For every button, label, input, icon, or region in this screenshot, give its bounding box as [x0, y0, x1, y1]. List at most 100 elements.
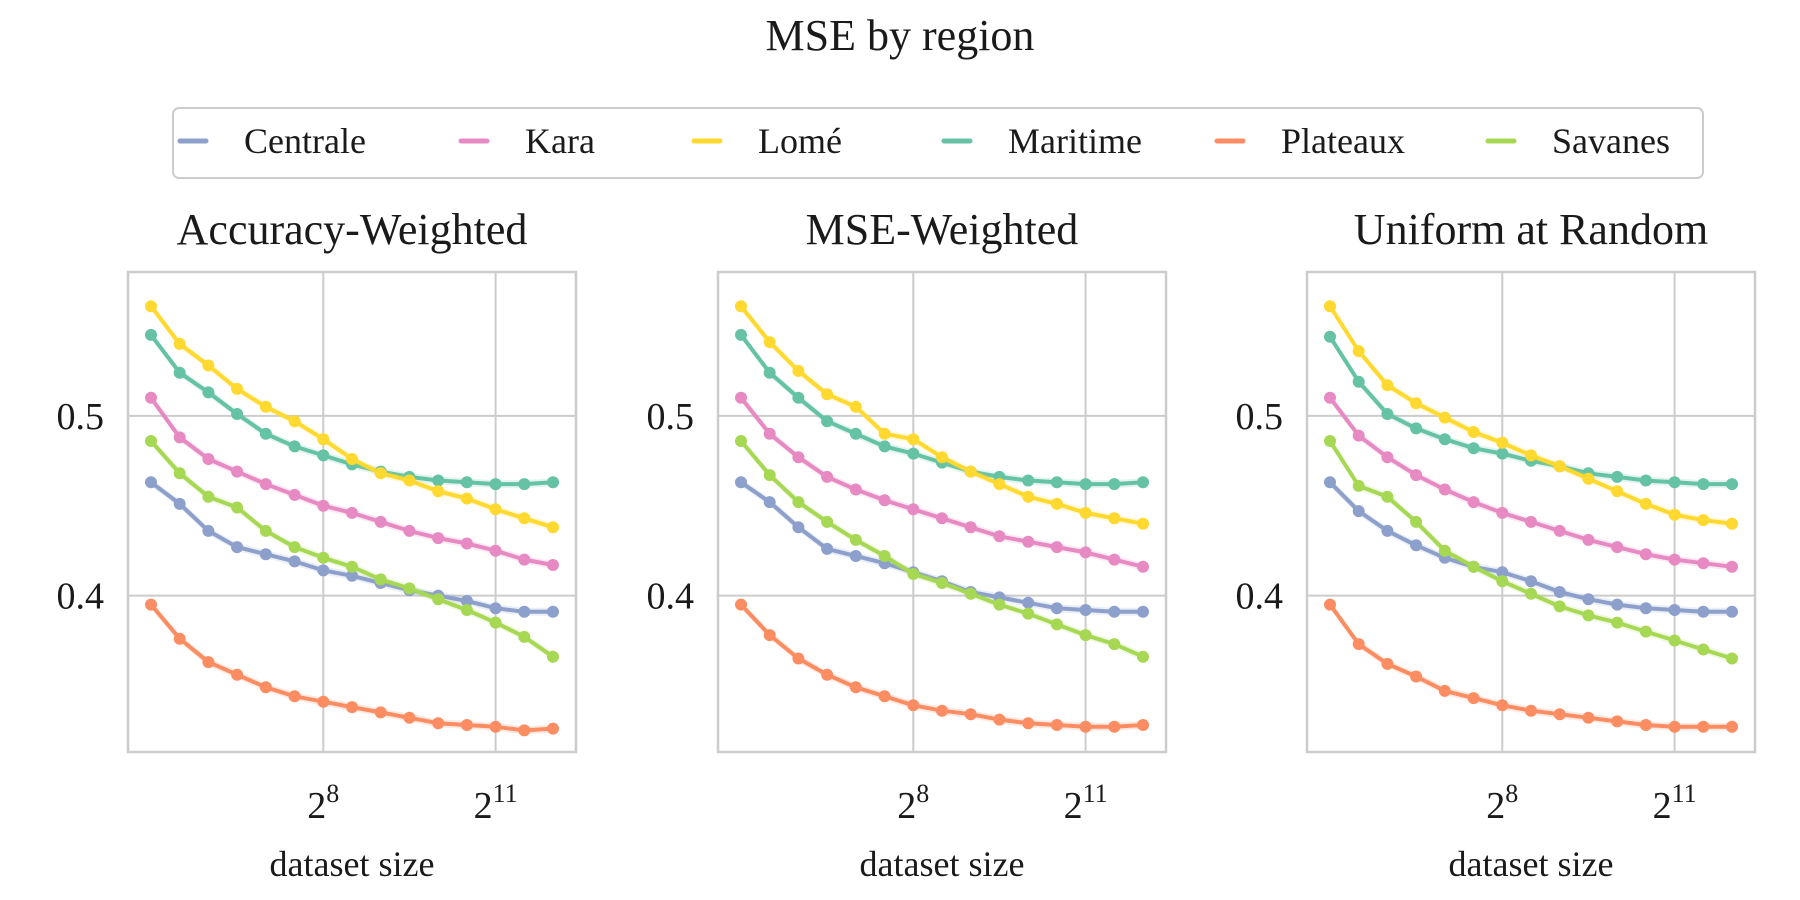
data-point	[1352, 479, 1365, 492]
data-point	[231, 408, 244, 420]
data-point	[231, 382, 244, 395]
data-point	[1611, 541, 1624, 554]
data-point	[1639, 719, 1652, 731]
data-point	[993, 598, 1006, 611]
data-point	[1726, 478, 1738, 491]
data-point	[1410, 422, 1423, 435]
data-point	[145, 435, 157, 447]
data-point	[317, 449, 330, 462]
data-point	[1525, 449, 1537, 462]
data-point	[1324, 330, 1336, 343]
data-point	[518, 478, 531, 491]
data-point	[1050, 541, 1063, 554]
data-point	[1050, 602, 1063, 615]
y-tick-label: 0.5	[57, 396, 105, 438]
series-plateaux	[145, 598, 559, 737]
data-point	[735, 328, 747, 341]
data-point	[1137, 605, 1149, 618]
data-point	[1438, 684, 1451, 697]
data-point	[1611, 470, 1624, 483]
data-point	[547, 559, 559, 571]
data-point	[202, 453, 215, 465]
data-point	[1582, 609, 1595, 622]
data-point	[317, 433, 330, 446]
data-point	[1352, 345, 1365, 358]
data-point	[374, 706, 387, 719]
series-kara	[145, 391, 559, 571]
data-point	[907, 568, 920, 580]
data-point	[1697, 643, 1710, 656]
data-point	[288, 541, 301, 554]
data-point	[792, 364, 805, 377]
data-point	[1324, 476, 1336, 489]
data-point	[907, 447, 920, 460]
data-point	[1496, 436, 1509, 449]
data-point	[1022, 490, 1035, 503]
data-point	[489, 478, 502, 491]
x-tick-label: 28	[897, 779, 929, 827]
panel-title: MSE-Weighted	[806, 205, 1079, 254]
confidence-band	[741, 393, 1143, 571]
panel-accuracy-weighted: Accuracy-Weighted 0.4 0.5 28 211 dataset size	[57, 205, 578, 884]
data-point	[1697, 514, 1710, 527]
data-point	[489, 720, 502, 733]
legend-item-lome: Lomé	[691, 121, 842, 161]
data-point	[1467, 692, 1480, 705]
legend-label: Kara	[525, 121, 595, 161]
series-maritime	[145, 328, 559, 491]
legend: Centrale Kara Lomé Maritime Plateaux Savanes	[172, 107, 1704, 179]
data-point	[1079, 506, 1092, 519]
data-point	[173, 632, 186, 645]
data-point	[1410, 515, 1423, 528]
data-point	[993, 713, 1006, 726]
y-tick-label: 0.4	[57, 576, 105, 618]
legend-item-savanes: Savanes	[1485, 121, 1670, 161]
data-point	[1352, 375, 1365, 388]
data-point	[878, 550, 891, 562]
data-point	[735, 300, 747, 313]
data-point	[1467, 442, 1480, 455]
data-point	[1525, 515, 1537, 528]
data-point	[1668, 553, 1681, 566]
data-point	[1079, 720, 1092, 733]
data-point	[1639, 625, 1652, 638]
data-point	[288, 690, 301, 703]
data-point	[1726, 652, 1738, 665]
data-point	[288, 488, 301, 501]
data-point	[259, 548, 272, 561]
data-point	[1438, 544, 1451, 557]
data-point	[1022, 535, 1035, 548]
legend-label: Plateaux	[1281, 121, 1405, 161]
data-point	[1611, 616, 1624, 629]
data-point	[346, 560, 358, 573]
confidence-band	[741, 437, 1143, 661]
series-maritime	[735, 328, 1149, 491]
data-point	[173, 431, 186, 444]
data-point	[202, 524, 215, 537]
data-point	[1108, 512, 1121, 525]
x-axis-label: dataset size	[270, 844, 435, 884]
data-point	[964, 587, 977, 600]
data-point	[288, 415, 301, 428]
data-point	[821, 415, 834, 428]
series-savanes	[735, 435, 1149, 663]
data-point	[432, 717, 445, 730]
data-point	[1697, 720, 1710, 733]
data-point	[547, 476, 559, 489]
data-point	[1410, 670, 1423, 683]
legend-label: Lomé	[758, 121, 842, 161]
data-point	[1352, 505, 1365, 518]
data-point	[145, 598, 157, 611]
data-point	[374, 467, 387, 480]
data-point	[231, 541, 244, 554]
x-tick-label: 28	[1486, 779, 1518, 827]
data-point	[1525, 587, 1537, 600]
data-point	[936, 704, 948, 717]
data-point	[231, 668, 244, 681]
data-point	[173, 366, 186, 379]
data-point	[1582, 533, 1595, 546]
data-point	[1410, 397, 1423, 410]
data-point	[1381, 524, 1394, 537]
data-point	[1381, 490, 1394, 503]
data-point	[878, 440, 891, 453]
